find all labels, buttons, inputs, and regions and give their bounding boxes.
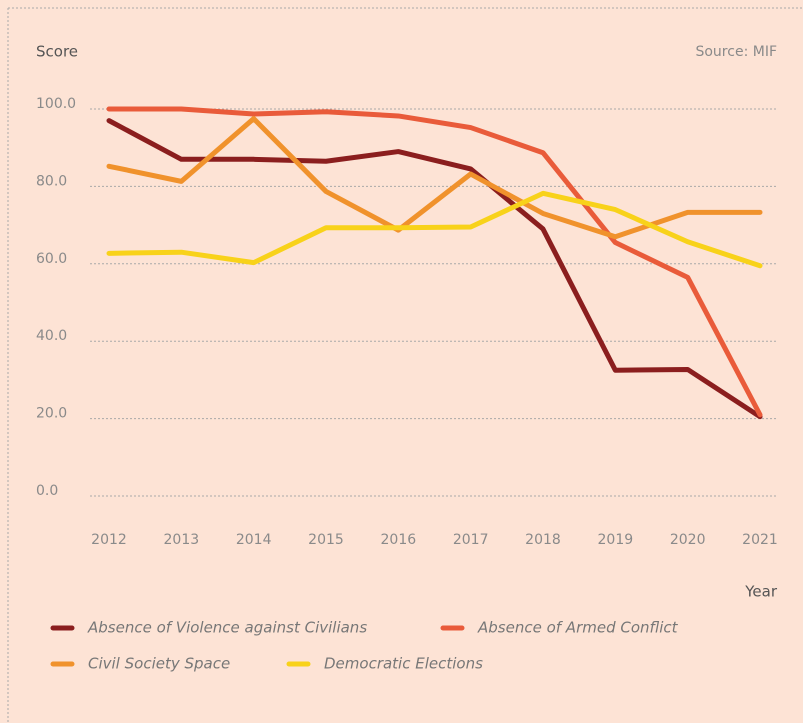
source: Source: MIF xyxy=(695,44,777,60)
series-line xyxy=(106,190,763,269)
x-tick-label: 2015 xyxy=(308,532,344,548)
y-axis-label: Score xyxy=(36,43,78,61)
x-tick-label: 2013 xyxy=(164,532,200,548)
x-tick-label: 2012 xyxy=(91,532,127,548)
series-line xyxy=(106,118,763,420)
y-tick-label: 100.0 xyxy=(36,96,76,112)
y-tick-label: 60.0 xyxy=(36,251,67,267)
legend-label: Absence of Violence against Civilians xyxy=(87,619,367,637)
series-line xyxy=(106,116,763,240)
legend-label: Democratic Elections xyxy=(324,655,483,673)
legend-label: Absence of Armed Conflict xyxy=(477,619,679,637)
x-tick-label: 2020 xyxy=(670,532,706,548)
x-tick-label: 2016 xyxy=(381,532,417,548)
x-tick-label: 2021 xyxy=(742,532,778,548)
series-line xyxy=(106,106,763,418)
y-tick-label: 0.0 xyxy=(36,483,58,499)
x-tick-label: 2017 xyxy=(453,532,489,548)
x-tick-label: 2014 xyxy=(236,532,272,548)
y-tick-label: 80.0 xyxy=(36,173,67,189)
legend-label: Civil Society Space xyxy=(88,655,230,673)
x-axis-label: Year xyxy=(744,583,778,601)
y-tick-label: 40.0 xyxy=(36,328,67,344)
x-tick-label: 2019 xyxy=(598,532,634,548)
y-tick-label: 20.0 xyxy=(36,406,67,422)
x-tick-label: 2018 xyxy=(525,532,561,548)
